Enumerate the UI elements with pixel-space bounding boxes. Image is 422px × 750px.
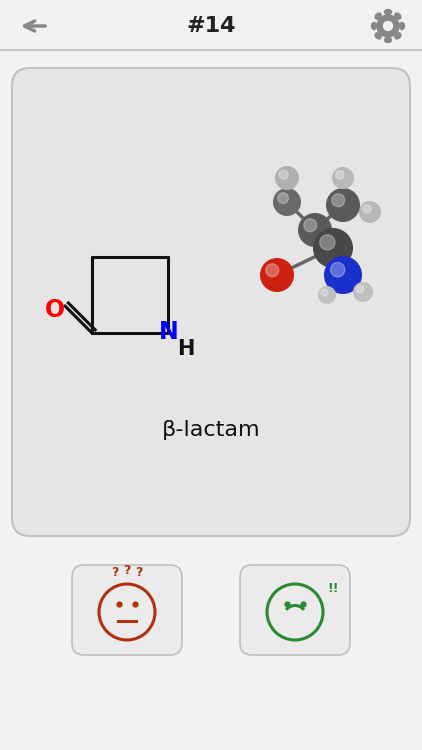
Circle shape <box>330 262 345 277</box>
FancyBboxPatch shape <box>240 565 350 655</box>
Circle shape <box>332 194 345 207</box>
Ellipse shape <box>384 10 392 14</box>
Ellipse shape <box>375 33 381 39</box>
Circle shape <box>298 213 332 247</box>
Text: ?: ? <box>135 566 143 578</box>
Circle shape <box>313 228 353 268</box>
Circle shape <box>336 171 344 179</box>
Circle shape <box>318 286 336 304</box>
Ellipse shape <box>395 33 401 39</box>
Circle shape <box>279 170 288 179</box>
Circle shape <box>377 15 399 37</box>
Circle shape <box>304 219 316 232</box>
Text: β-lactam: β-lactam <box>162 420 260 440</box>
Circle shape <box>326 188 360 222</box>
Text: ?: ? <box>123 563 131 577</box>
Ellipse shape <box>395 13 401 20</box>
Ellipse shape <box>371 22 376 29</box>
Circle shape <box>353 282 373 302</box>
FancyBboxPatch shape <box>72 565 182 655</box>
Circle shape <box>324 256 362 294</box>
Circle shape <box>320 235 335 250</box>
Circle shape <box>384 22 392 31</box>
Circle shape <box>273 188 301 216</box>
Circle shape <box>363 205 371 213</box>
Circle shape <box>266 264 279 277</box>
Circle shape <box>357 286 364 293</box>
Text: H: H <box>177 339 195 359</box>
Circle shape <box>332 167 354 189</box>
Text: !!: !! <box>327 581 339 595</box>
Circle shape <box>321 289 328 296</box>
Circle shape <box>278 193 288 203</box>
Text: O: O <box>45 298 65 322</box>
Circle shape <box>359 201 381 223</box>
Text: N: N <box>159 320 179 344</box>
FancyBboxPatch shape <box>12 68 410 536</box>
Circle shape <box>260 258 294 292</box>
Ellipse shape <box>400 22 405 29</box>
Ellipse shape <box>384 38 392 43</box>
Ellipse shape <box>375 13 381 20</box>
Circle shape <box>275 166 299 190</box>
Text: #14: #14 <box>186 16 236 36</box>
Text: ?: ? <box>111 566 119 578</box>
